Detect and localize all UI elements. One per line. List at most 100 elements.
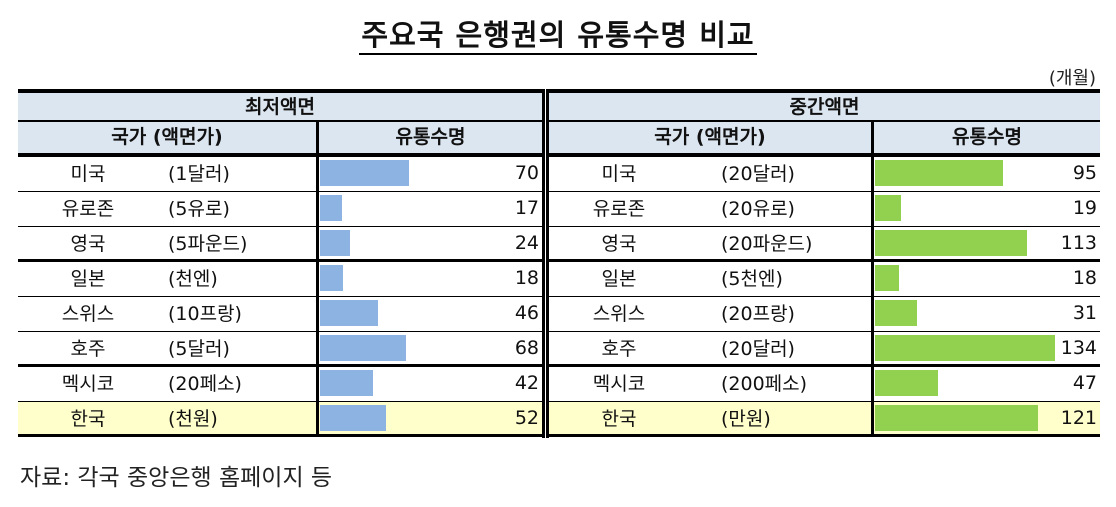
lifespan-value: 46 bbox=[514, 302, 539, 324]
title-text: 주요국 은행권의 유통수명 비교 bbox=[359, 18, 757, 55]
country-name: 멕시코 bbox=[592, 373, 646, 395]
low-col-country: 국가 (액면가) bbox=[111, 126, 223, 148]
country-name: 영국 bbox=[601, 233, 637, 255]
table-row: 호주 (20달러) 134 bbox=[549, 332, 1100, 367]
lifespan-cell: 113 bbox=[871, 227, 1100, 259]
country-name: 호주 bbox=[601, 338, 637, 360]
table-row: 스위스 (10프랑) 46 bbox=[18, 297, 542, 332]
mid-col-country: 국가 (액면가) bbox=[654, 126, 766, 148]
denomination: (20파운드) bbox=[721, 233, 813, 255]
country-name: 한국 bbox=[601, 408, 637, 430]
lifespan-cell: 95 bbox=[871, 157, 1100, 191]
denomination: (만원) bbox=[721, 408, 771, 430]
low-header: 최저액면 bbox=[18, 89, 542, 122]
lifespan-value: 113 bbox=[1060, 232, 1097, 254]
data-bar bbox=[320, 160, 409, 186]
lifespan-value: 42 bbox=[514, 372, 539, 394]
unit-label: (개월) bbox=[1048, 68, 1096, 89]
country-name: 한국 bbox=[70, 408, 106, 430]
lifespan-cell: 31 bbox=[871, 297, 1100, 331]
lifespan-value: 17 bbox=[514, 197, 539, 219]
denomination: (1달러) bbox=[168, 163, 230, 185]
lifespan-value: 68 bbox=[514, 337, 539, 359]
lifespan-cell: 68 bbox=[316, 332, 542, 364]
low-rows: 미국 (1달러) 70 유로존 (5유로) 17 영국 (5파운드) 24 일본 (천엔) 18 스위스… bbox=[18, 157, 542, 437]
lifespan-cell: 17 bbox=[316, 192, 542, 226]
lifespan-value: 47 bbox=[1072, 372, 1097, 394]
denomination: (20프랑) bbox=[721, 303, 795, 325]
lifespan-value: 18 bbox=[514, 267, 539, 289]
page-title: 주요국 은행권의 유통수명 비교 bbox=[0, 12, 1116, 55]
data-bar bbox=[875, 160, 1003, 186]
country-name: 미국 bbox=[601, 163, 637, 185]
low-denomination-table: 최저액면 국가 (액면가) 유통수명 미국 (1달러) 70 유로존 (5유로) 17 영국… bbox=[18, 89, 542, 438]
low-col-value: 유통수명 bbox=[316, 122, 542, 153]
country-name: 스위스 bbox=[61, 303, 115, 325]
denomination: (20페소) bbox=[168, 373, 242, 395]
data-bar bbox=[320, 230, 350, 256]
lifespan-value: 70 bbox=[514, 162, 539, 184]
table-row: 멕시코 (200페소) 47 bbox=[549, 367, 1100, 402]
lifespan-cell: 47 bbox=[871, 367, 1100, 401]
country-name: 스위스 bbox=[592, 303, 646, 325]
lifespan-value: 134 bbox=[1060, 337, 1097, 359]
low-column-headers: 국가 (액면가) 유통수명 bbox=[18, 122, 542, 157]
denomination: (천원) bbox=[168, 408, 218, 430]
double-divider bbox=[542, 89, 549, 438]
country-name: 일본 bbox=[70, 268, 106, 290]
country-name: 유로존 bbox=[592, 198, 646, 220]
lifespan-value: 18 bbox=[1072, 267, 1097, 289]
table-row: 영국 (5파운드) 24 bbox=[18, 227, 542, 262]
source-note: 자료: 각국 중앙은행 홈페이지 등 bbox=[20, 465, 333, 491]
mid-column-headers: 국가 (액면가) 유통수명 bbox=[549, 122, 1100, 157]
table-row: 영국 (20파운드) 113 bbox=[549, 227, 1100, 262]
denomination: (5유로) bbox=[168, 198, 230, 220]
country-name: 미국 bbox=[70, 163, 106, 185]
lifespan-cell: 18 bbox=[316, 262, 542, 296]
lifespan-cell: 19 bbox=[871, 192, 1100, 226]
data-bar bbox=[320, 265, 343, 291]
denomination: (천엔) bbox=[168, 268, 218, 290]
table-row: 일본 (천엔) 18 bbox=[18, 262, 542, 297]
mid-rows: 미국 (20달러) 95 유로존 (20유로) 19 영국 (20파운드) 113 일본 (5천엔)… bbox=[549, 157, 1100, 437]
lifespan-cell: 134 bbox=[871, 332, 1100, 364]
data-bar bbox=[320, 300, 378, 326]
denomination: (20달러) bbox=[721, 163, 795, 185]
mid-denomination-table: 중간액면 국가 (액면가) 유통수명 미국 (20달러) 95 유로존 (20유로) 19… bbox=[549, 89, 1100, 438]
data-bar bbox=[875, 230, 1027, 256]
table-row: 스위스 (20프랑) 31 bbox=[549, 297, 1100, 332]
lifespan-value: 121 bbox=[1060, 407, 1097, 429]
denomination: (5달러) bbox=[168, 338, 230, 360]
denomination: (10프랑) bbox=[168, 303, 242, 325]
country-name: 영국 bbox=[70, 233, 106, 255]
table-row: 호주 (5달러) 68 bbox=[18, 332, 542, 367]
data-bar bbox=[320, 195, 342, 221]
table-row: 일본 (5천엔) 18 bbox=[549, 262, 1100, 297]
table-row: 유로존 (5유로) 17 bbox=[18, 192, 542, 227]
mid-header: 중간액면 bbox=[549, 89, 1100, 122]
comparison-table: 최저액면 국가 (액면가) 유통수명 미국 (1달러) 70 유로존 (5유로) 17 영국… bbox=[18, 89, 1100, 438]
data-bar bbox=[875, 300, 917, 326]
lifespan-cell: 52 bbox=[316, 402, 542, 434]
country-name: 일본 bbox=[601, 268, 637, 290]
lifespan-cell: 121 bbox=[871, 402, 1100, 434]
lifespan-cell: 70 bbox=[316, 157, 542, 191]
denomination: (20달러) bbox=[721, 338, 795, 360]
country-name: 호주 bbox=[70, 338, 106, 360]
table-row: 미국 (1달러) 70 bbox=[18, 157, 542, 192]
lifespan-cell: 46 bbox=[316, 297, 542, 331]
country-name: 유로존 bbox=[61, 198, 115, 220]
data-bar bbox=[875, 265, 899, 291]
data-bar bbox=[320, 370, 373, 396]
table-row: 멕시코 (20페소) 42 bbox=[18, 367, 542, 402]
data-bar bbox=[875, 195, 901, 221]
table-row: 유로존 (20유로) 19 bbox=[549, 192, 1100, 227]
data-bar bbox=[320, 335, 406, 361]
denomination: (20유로) bbox=[721, 198, 795, 220]
data-bar bbox=[875, 405, 1038, 431]
country-name: 멕시코 bbox=[61, 373, 115, 395]
table-row: 한국 (만원) 121 bbox=[549, 402, 1100, 437]
table-row: 미국 (20달러) 95 bbox=[549, 157, 1100, 192]
data-bar bbox=[875, 370, 938, 396]
lifespan-value: 95 bbox=[1072, 162, 1097, 184]
